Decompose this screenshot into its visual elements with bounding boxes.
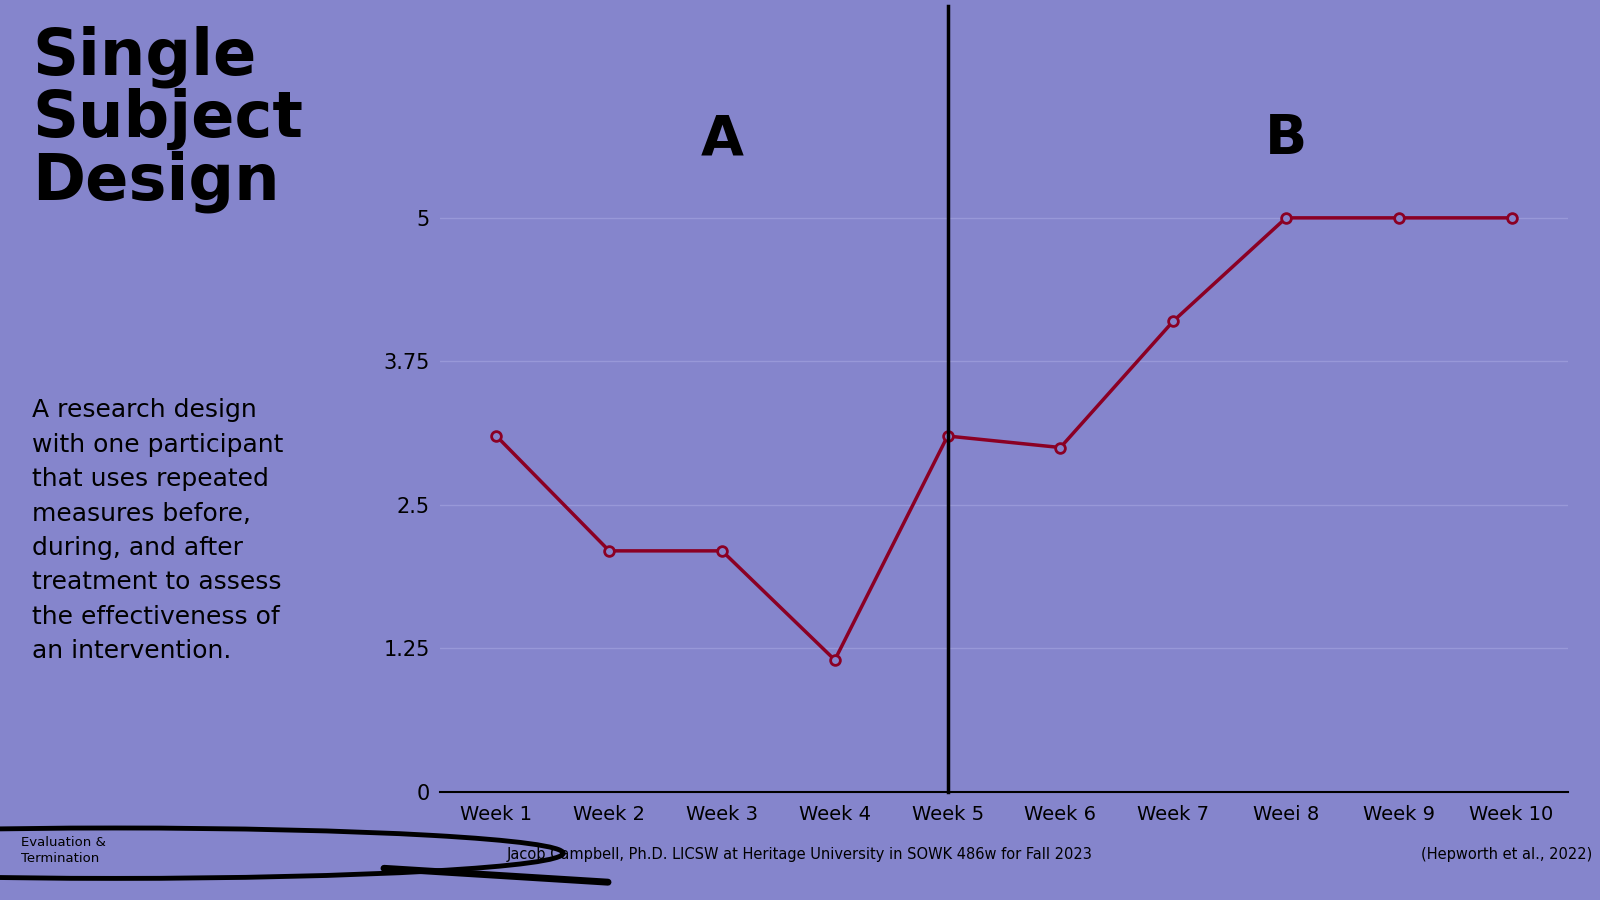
Text: A: A	[701, 112, 744, 166]
Text: Single
Subject
Design: Single Subject Design	[32, 26, 302, 213]
Text: Evaluation &
Termination: Evaluation & Termination	[21, 836, 106, 865]
Text: (Hepworth et al., 2022): (Hepworth et al., 2022)	[1421, 848, 1592, 862]
Text: B: B	[1266, 112, 1307, 166]
Text: Jacob Campbell, Ph.D. LICSW at Heritage University in SOWK 486w for Fall 2023: Jacob Campbell, Ph.D. LICSW at Heritage …	[507, 848, 1093, 862]
Text: A research design
with one participant
that uses repeated
measures before,
durin: A research design with one participant t…	[32, 398, 283, 663]
